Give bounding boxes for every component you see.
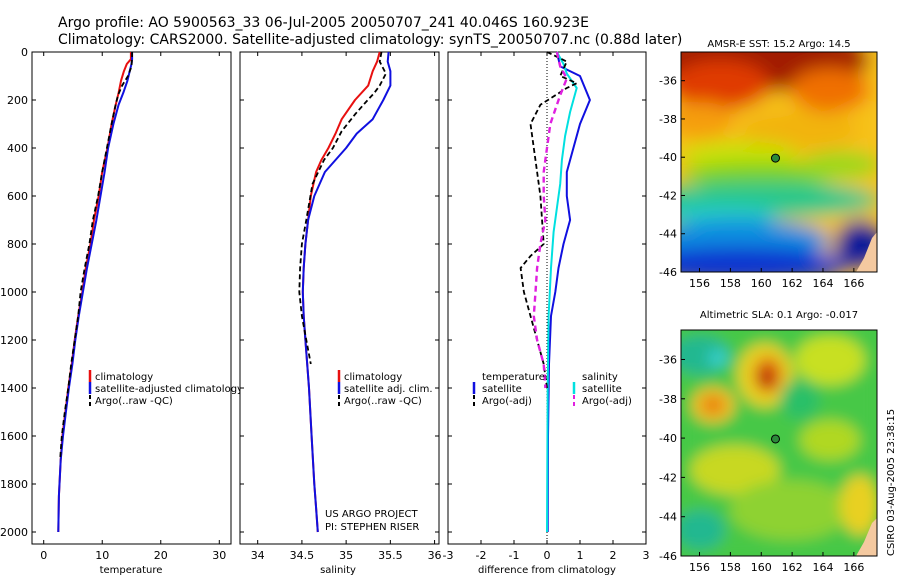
y-tick-label: 800 <box>7 238 28 251</box>
x-tick-label: 30 <box>212 549 226 562</box>
sst-map-frame <box>680 51 878 273</box>
credit-pi: PI: STEPHEN RISER <box>325 522 419 533</box>
map-y-tick-label: -44 <box>659 511 677 524</box>
x-tick-label: 1 <box>577 549 584 562</box>
map-x-tick-label: 158 <box>720 277 741 290</box>
legend-climatology: climatology <box>95 372 153 383</box>
map-x-tick-label: 156 <box>689 561 710 574</box>
y-tick-label: 1400 <box>0 382 28 395</box>
map-x-tick-label: 164 <box>812 561 833 574</box>
x-tick-label: 20 <box>154 549 168 562</box>
temperature-panel: 0 10 20 30 0 200 400 600 800 1000 1200 1400 1600 1800… <box>0 46 243 576</box>
salinity-xlabel: salinity <box>320 565 356 576</box>
series-salinity-argo-adj <box>532 51 568 389</box>
x-tick-label: -3 <box>443 549 454 562</box>
sst-field <box>681 52 877 272</box>
y-tick-label: 0 <box>21 46 28 59</box>
difference-legend: temperature satellite Argo(-adj) salinit… <box>472 372 632 407</box>
sla-map-title: Altimetric SLA: 0.1 Argo: -0.017 <box>700 310 858 321</box>
map-y-tick-label: -46 <box>659 550 677 563</box>
sst-float-marker <box>770 153 780 163</box>
sla-float-marker <box>770 434 780 444</box>
map-x-tick-label: 156 <box>689 277 710 290</box>
y-tick-label: 2000 <box>0 526 28 539</box>
map-x-tick-label: 166 <box>843 277 864 290</box>
legend-satellite-adj: satellite adj. clim. <box>344 384 433 395</box>
series-satellite-adjusted-climatology <box>57 52 134 533</box>
sst-map-panel: AMSR-E SST: 15.2 Argo: 14.5 <box>659 39 878 290</box>
y-tick-label: 1600 <box>0 430 28 443</box>
map-y-tick-label: -44 <box>659 228 677 241</box>
map-x-tick-label: 162 <box>782 277 803 290</box>
map-y-tick-label: -42 <box>659 189 677 202</box>
x-tick-label: 10 <box>95 549 109 562</box>
series-argo-raw-qc <box>59 52 134 461</box>
difference-xlabel: difference from climatology <box>478 565 616 576</box>
map-x-tick-label: 160 <box>751 277 772 290</box>
y-tick-label: 1800 <box>0 478 28 491</box>
x-tick-label: 0 <box>544 549 551 562</box>
series-satellite-adj-clim <box>301 51 392 533</box>
map-y-tick-label: -46 <box>659 266 677 279</box>
legend-temp-argo: Argo(-adj) <box>482 396 532 407</box>
series-salinity-satellite <box>546 51 578 533</box>
y-tick-label: 600 <box>7 190 28 203</box>
x-tick-label: 0 <box>40 549 47 562</box>
map-y-tick-label: -36 <box>659 75 677 88</box>
sla-map-frame <box>680 329 878 557</box>
x-tick-label: 34.5 <box>290 549 315 562</box>
temperature-xlabel: temperature <box>100 565 163 576</box>
csiro-timestamp: CSIRO 03-Aug-2005 23:38:15 <box>886 409 897 556</box>
x-tick-label: 35.5 <box>378 549 403 562</box>
legend-argo: Argo(..raw -QC) <box>95 396 173 407</box>
x-tick-label: -2 <box>476 549 487 562</box>
x-tick-label: 2 <box>610 549 617 562</box>
legend-argo: Argo(..raw -QC) <box>344 396 422 407</box>
salinity-legend: climatology satellite adj. clim. Argo(..… <box>337 370 433 407</box>
credit-project: US ARGO PROJECT <box>325 509 419 520</box>
sla-field <box>681 330 877 556</box>
map-y-tick-label: -40 <box>659 432 677 445</box>
legend-temperature-header: temperature <box>482 372 545 383</box>
header-line-1: Argo profile: AO 5900563_33 06-Jul-2005 … <box>58 15 589 31</box>
y-tick-label: 1200 <box>0 334 28 347</box>
map-x-tick-label: 158 <box>720 561 741 574</box>
map-x-tick-label: 162 <box>782 561 803 574</box>
x-tick-label: -1 <box>509 549 520 562</box>
difference-panel: -3 -2 -1 0 1 2 3 difference from climatology t… <box>443 51 650 576</box>
x-tick-label: 35 <box>339 549 353 562</box>
sst-map-title: AMSR-E SST: 15.2 Argo: 14.5 <box>707 39 850 50</box>
legend-climatology: climatology <box>344 372 402 383</box>
sla-map-panel: Altimetric SLA: 0.1 Argo: -0.017 <box>659 310 878 574</box>
y-tick-label: 200 <box>7 94 28 107</box>
salinity-panel: 34 34.5 35 35.5 36 salinity climatology sate… <box>239 51 442 576</box>
x-tick-label: 3 <box>643 549 650 562</box>
map-x-tick-label: 160 <box>751 561 772 574</box>
map-y-tick-label: -38 <box>659 393 677 406</box>
map-x-tick-label: 166 <box>843 561 864 574</box>
temperature-legend: climatology satellite-adjusted climatolo… <box>88 370 243 407</box>
legend-sal-argo: Argo(-adj) <box>582 396 632 407</box>
legend-satellite-adjusted: satellite-adjusted climatology <box>95 384 243 395</box>
x-tick-label: 34 <box>251 549 265 562</box>
map-x-tick-label: 164 <box>812 277 833 290</box>
x-tick-label: 36 <box>428 549 442 562</box>
series-temperature-argo-adj <box>519 51 578 389</box>
map-y-tick-label: -42 <box>659 471 677 484</box>
series-temperature-satellite <box>546 51 591 533</box>
y-tick-label: 400 <box>7 142 28 155</box>
map-y-tick-label: -40 <box>659 151 677 164</box>
header-line-2: Climatology: CARS2000. Satellite-adjuste… <box>58 32 682 48</box>
series-argo-raw-qc <box>298 51 387 365</box>
y-tick-label: 1000 <box>0 286 28 299</box>
legend-temp-satellite: satellite <box>482 384 522 395</box>
legend-sal-satellite: satellite <box>582 384 622 395</box>
map-y-tick-label: -38 <box>659 113 677 126</box>
legend-salinity-header: salinity <box>582 372 618 383</box>
map-y-tick-label: -36 <box>659 353 677 366</box>
